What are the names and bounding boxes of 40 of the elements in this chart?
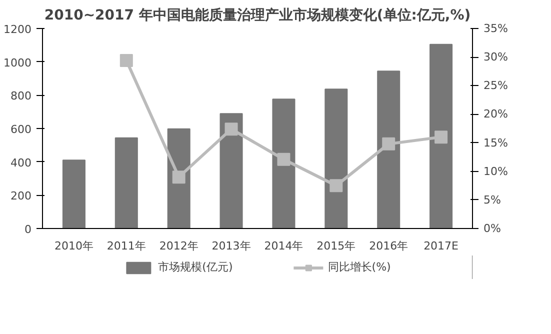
point <box>434 130 448 144</box>
x-tick-label: 2017E <box>424 240 459 252</box>
bar <box>62 160 86 228</box>
y2-tick-label: 10% <box>484 164 508 178</box>
x-tick-label: 2014年 <box>264 240 304 252</box>
bar <box>324 88 348 228</box>
legend-label: 同比增长(%) <box>328 260 391 274</box>
bar <box>220 113 243 228</box>
y2-tick-label: 35% <box>484 22 508 35</box>
y-tick-label: 1200 <box>4 23 32 36</box>
y-tick-label: 800 <box>10 90 32 103</box>
x-tick-label: 2012年 <box>159 240 198 252</box>
y-tick-label: 400 <box>10 156 32 170</box>
y2-tick-label: 20% <box>484 108 508 121</box>
point <box>382 137 396 150</box>
point <box>330 179 343 192</box>
legend-label: 市场规模(亿元) <box>158 260 233 274</box>
y-tick-label: 0 <box>24 223 32 236</box>
x-tick-label: 2011年 <box>106 240 146 252</box>
y-tick-label: 200 <box>10 190 32 203</box>
chart-title: 2010~2017 年中国电能质量治理产业市场规模变化(单位:亿元,%) <box>44 6 471 24</box>
y2-tick-label: 0% <box>484 222 501 235</box>
bar <box>377 70 400 228</box>
x-tick-label: 2013年 <box>212 240 251 252</box>
y2-tick-label: 30% <box>484 50 508 64</box>
x-tick-label: 2010年 <box>54 240 94 252</box>
bar <box>272 98 296 228</box>
x-tick-label: 2016年 <box>369 240 408 252</box>
y2-tick-label: 5% <box>484 193 501 206</box>
point <box>172 170 186 184</box>
y-tick-label: 600 <box>10 123 32 136</box>
y2-tick-label: 25% <box>484 79 508 92</box>
y-tick-label: 1000 <box>4 56 32 70</box>
bar <box>430 44 453 228</box>
x-tick-label: 2015年 <box>316 240 356 252</box>
point <box>277 152 290 166</box>
point <box>120 54 133 67</box>
y2-tick-label: 15% <box>484 136 508 150</box>
bar <box>114 137 138 228</box>
point <box>224 122 238 136</box>
